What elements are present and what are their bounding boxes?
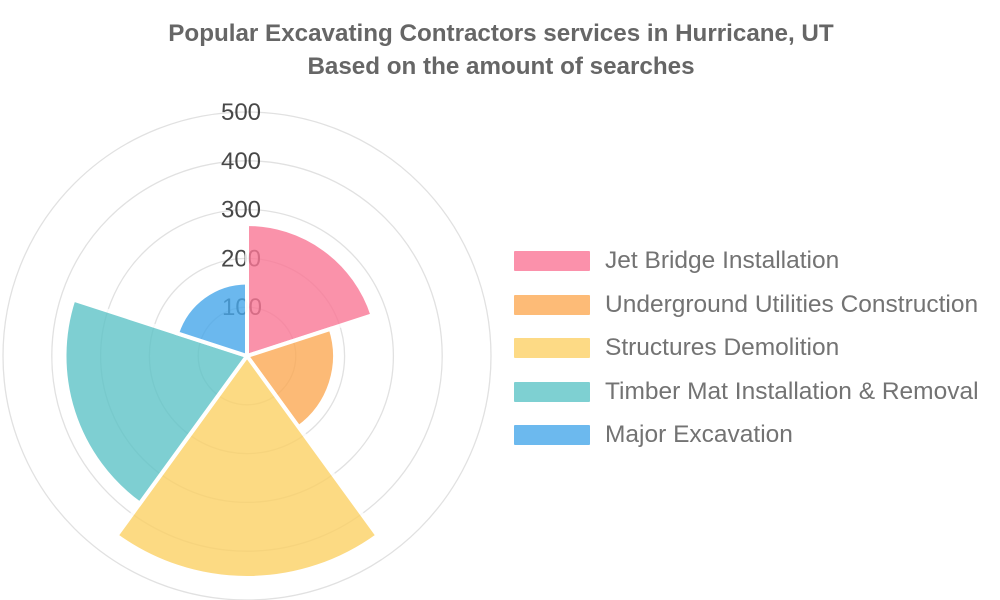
svg-text:500: 500 xyxy=(221,99,261,126)
svg-text:400: 400 xyxy=(221,148,261,175)
svg-text:300: 300 xyxy=(221,197,261,224)
